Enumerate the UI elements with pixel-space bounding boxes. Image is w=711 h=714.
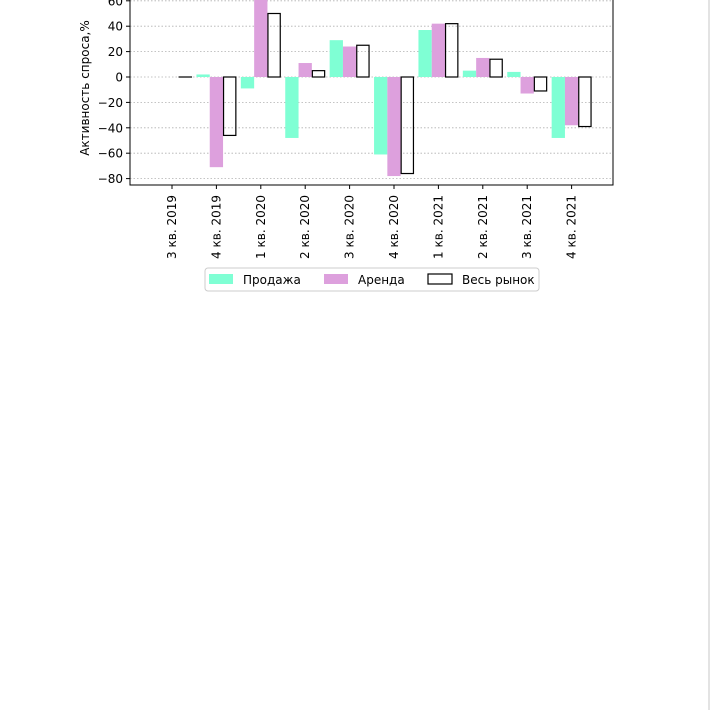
bar-1 xyxy=(521,77,534,94)
x-tick-label: 1 кв. 2021 xyxy=(431,195,445,259)
bar-0 xyxy=(552,77,565,138)
bar-0 xyxy=(241,77,254,88)
legend-label-rent: Аренда xyxy=(358,273,405,287)
bar-0 xyxy=(330,40,343,77)
grid-lines xyxy=(130,1,613,179)
x-tick-label: 3 кв. 2019 xyxy=(165,195,179,259)
x-tick-label: 4 кв. 2020 xyxy=(387,195,401,259)
y-tick-label: −60 xyxy=(98,147,123,161)
legend-swatch-rent xyxy=(324,274,348,284)
bar-2 xyxy=(446,24,458,77)
y-axis-ticks: 60 40 20 0 −20 −40 −60 −80 xyxy=(98,0,130,186)
x-axis-ticks: 3 кв. 2019 4 кв. 2019 1 кв. 2020 2 кв. 2020… xyxy=(165,185,579,259)
bar-0 xyxy=(374,77,387,154)
x-tick-label: 4 кв. 2021 xyxy=(565,195,579,259)
bar-0 xyxy=(418,30,431,77)
plot-frame xyxy=(130,0,613,185)
bar-1 xyxy=(299,63,312,77)
bar-0 xyxy=(463,71,476,77)
legend-swatch-sale xyxy=(209,274,233,284)
bar-0 xyxy=(285,77,298,138)
bar-2 xyxy=(490,59,502,77)
bar-1 xyxy=(210,77,223,167)
legend-label-sale: Продажа xyxy=(243,273,301,287)
y-tick-label: −80 xyxy=(98,172,123,186)
bar-2 xyxy=(268,14,280,78)
bar-2 xyxy=(401,77,413,174)
y-tick-label: 40 xyxy=(108,20,123,34)
bar-2 xyxy=(312,71,324,77)
y-tick-label: −20 xyxy=(98,96,123,110)
x-tick-label: 1 кв. 2020 xyxy=(254,195,268,259)
y-tick-label: 20 xyxy=(108,45,123,59)
bar-0 xyxy=(196,74,209,77)
bar-1 xyxy=(432,24,445,77)
legend-swatch-whole-market xyxy=(428,274,452,284)
page-edge-divider xyxy=(708,0,710,710)
legend-label-whole-market: Весь рынок xyxy=(462,273,535,287)
bar-2 xyxy=(224,77,236,135)
x-tick-label: 2 кв. 2021 xyxy=(476,195,490,259)
y-tick-label: −40 xyxy=(98,121,123,135)
bar-1 xyxy=(387,77,400,176)
x-tick-label: 3 кв. 2021 xyxy=(520,195,534,259)
bar-1 xyxy=(476,58,489,77)
y-axis-label: Активность спроса,% xyxy=(78,20,92,156)
bar-0 xyxy=(507,72,520,77)
x-tick-label: 4 кв. 2019 xyxy=(209,195,223,259)
x-tick-label: 2 кв. 2020 xyxy=(298,195,312,259)
bar-2 xyxy=(534,77,546,91)
y-tick-label: 60 xyxy=(108,0,123,8)
legend: Продажа Аренда Весь рынок xyxy=(205,268,539,291)
bar-1 xyxy=(254,0,267,77)
bar-1 xyxy=(343,47,356,77)
bar-2 xyxy=(357,45,369,77)
bar-1 xyxy=(565,77,578,125)
x-tick-label: 3 кв. 2020 xyxy=(343,195,357,259)
bar-2 xyxy=(579,77,591,127)
y-tick-label: 0 xyxy=(115,71,123,85)
